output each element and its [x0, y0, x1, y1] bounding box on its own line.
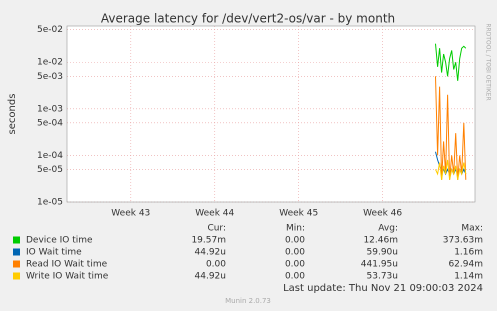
x-tick-label: Week 43 — [111, 209, 150, 219]
legend-stat: 1.16m — [454, 248, 483, 258]
legend-label: Device IO time — [26, 236, 93, 246]
legend-stat: 44.92u — [195, 248, 226, 258]
legend-label: Write IO Wait time — [26, 272, 109, 282]
legend-header: Max: — [461, 224, 483, 234]
legend-stat: 62.94m — [448, 260, 483, 270]
last-update: Last update: Thu Nov 21 09:00:03 2024 — [283, 283, 483, 294]
y-tick-label: 1e-05 — [37, 198, 63, 208]
y-tick-label: 1e-02 — [37, 58, 63, 68]
legend-stat: 44.92u — [195, 272, 226, 282]
legend-stat: 441.95u — [361, 260, 398, 270]
legend-stat: 19.57m — [191, 236, 226, 246]
y-tick-label: 5e-05 — [37, 165, 63, 175]
y-tick-label: 1e-04 — [37, 151, 63, 161]
legend-swatch — [13, 272, 20, 280]
series-line — [435, 43, 467, 81]
legend-header: Avg: — [378, 224, 398, 234]
legend-stat: 0.00 — [285, 260, 305, 270]
series-line — [435, 159, 467, 180]
chart-title: Average latency for /dev/vert2-os/var - … — [101, 12, 395, 26]
series-line — [435, 76, 467, 180]
x-tick-label: Week 45 — [279, 209, 318, 219]
y-tick-label: 1e-03 — [37, 104, 63, 114]
legend-swatch — [13, 260, 20, 268]
x-tick-label: Week 44 — [195, 209, 234, 219]
plot-frame — [66, 25, 476, 203]
legend-stat: 373.63m — [443, 236, 483, 246]
side-text: RRDTOOL / TOBI OETIKER — [485, 23, 492, 100]
legend-stat: 0.00 — [285, 248, 305, 258]
footer: Munin 2.0.73 — [225, 297, 271, 305]
legend-stat: 0.00 — [285, 236, 305, 246]
legend-swatch — [13, 248, 20, 256]
legend-label: Read IO Wait time — [26, 260, 108, 270]
y-axis-label: seconds — [7, 94, 18, 135]
y-tick-label: 5e-03 — [37, 72, 63, 82]
legend-stat: 0.00 — [206, 260, 226, 270]
x-tick-label: Week 46 — [363, 209, 402, 219]
legend-swatch — [13, 236, 20, 244]
y-tick-label: 5e-02 — [37, 25, 63, 35]
legend-stat: 53.73u — [367, 272, 398, 282]
legend-header: Min: — [286, 224, 305, 234]
legend-header: Cur: — [207, 224, 226, 234]
legend-stat: 12.46m — [363, 236, 398, 246]
legend-label: IO Wait time — [26, 248, 82, 258]
legend-stat: 1.14m — [454, 272, 483, 282]
plot-area — [67, 26, 475, 202]
legend-stat: 59.90u — [367, 248, 398, 258]
y-tick-label: 5e-04 — [37, 118, 63, 128]
legend-stat: 0.00 — [285, 272, 305, 282]
